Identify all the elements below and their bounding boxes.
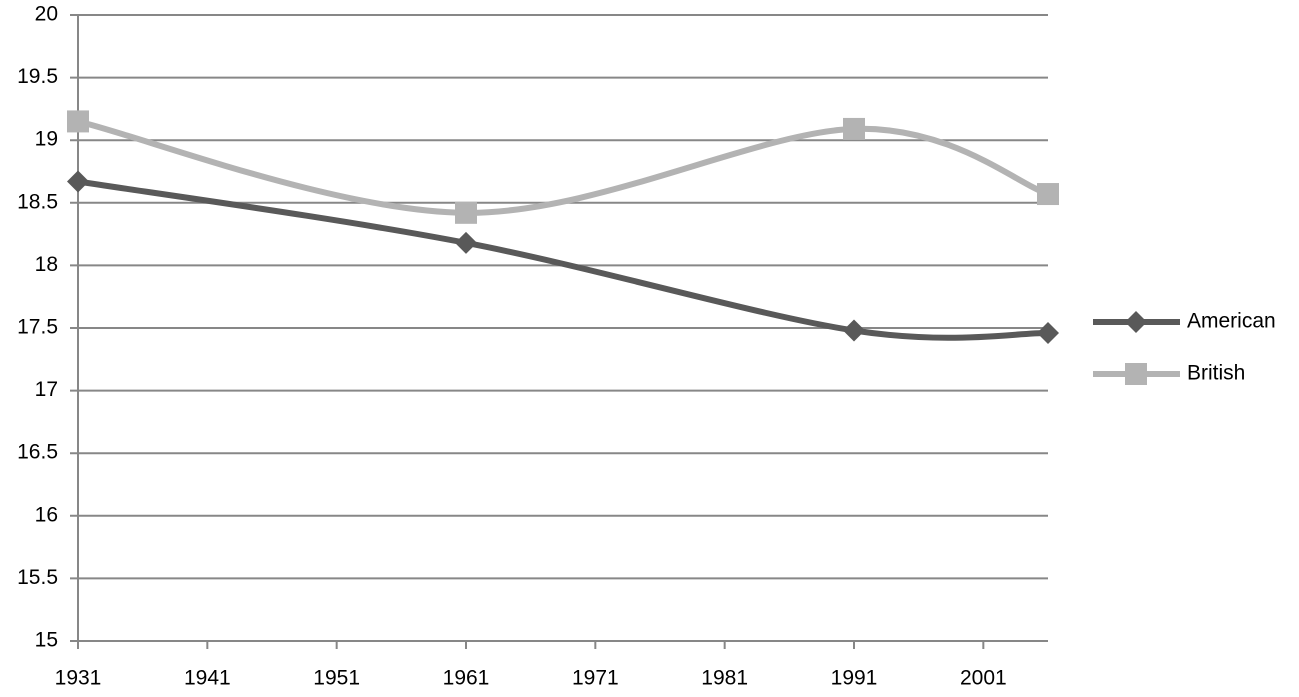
data-point xyxy=(1037,183,1059,206)
data-point xyxy=(67,170,89,193)
y-tick-label: 18.5 xyxy=(17,190,58,213)
x-tick-label: 1961 xyxy=(443,667,490,690)
legend-marker xyxy=(1125,311,1147,333)
y-tick-label: 19 xyxy=(35,128,58,151)
data-point xyxy=(843,117,865,140)
y-tick-label: 17.5 xyxy=(17,316,58,339)
y-tick-label: 17 xyxy=(35,378,58,401)
data-point xyxy=(67,110,89,133)
y-tick-label: 20 xyxy=(35,3,58,26)
x-tick-label: 1991 xyxy=(831,667,878,690)
y-tick-label: 19.5 xyxy=(17,65,58,88)
x-tick-label: 1981 xyxy=(701,667,748,690)
y-tick-label: 16 xyxy=(35,503,58,526)
x-tick-label: 2001 xyxy=(960,667,1007,690)
legend-marker xyxy=(1125,363,1147,385)
series-line xyxy=(77,178,1049,341)
y-tick-label: 18 xyxy=(35,253,58,276)
x-tick-label: 1941 xyxy=(184,667,231,690)
data-point xyxy=(843,319,865,342)
data-point xyxy=(455,201,477,224)
y-tick-label: 15 xyxy=(35,629,58,652)
data-point xyxy=(455,231,477,254)
x-tick-label: 1951 xyxy=(313,667,360,690)
y-tick-label: 15.5 xyxy=(17,566,58,589)
y-tick-label: 16.5 xyxy=(17,441,58,464)
series-line xyxy=(77,118,1050,216)
data-point xyxy=(1037,322,1059,345)
legend-label: British xyxy=(1187,362,1245,385)
x-tick-label: 1931 xyxy=(55,667,102,690)
legend-label: American xyxy=(1187,310,1276,333)
x-tick-label: 1971 xyxy=(572,667,619,690)
